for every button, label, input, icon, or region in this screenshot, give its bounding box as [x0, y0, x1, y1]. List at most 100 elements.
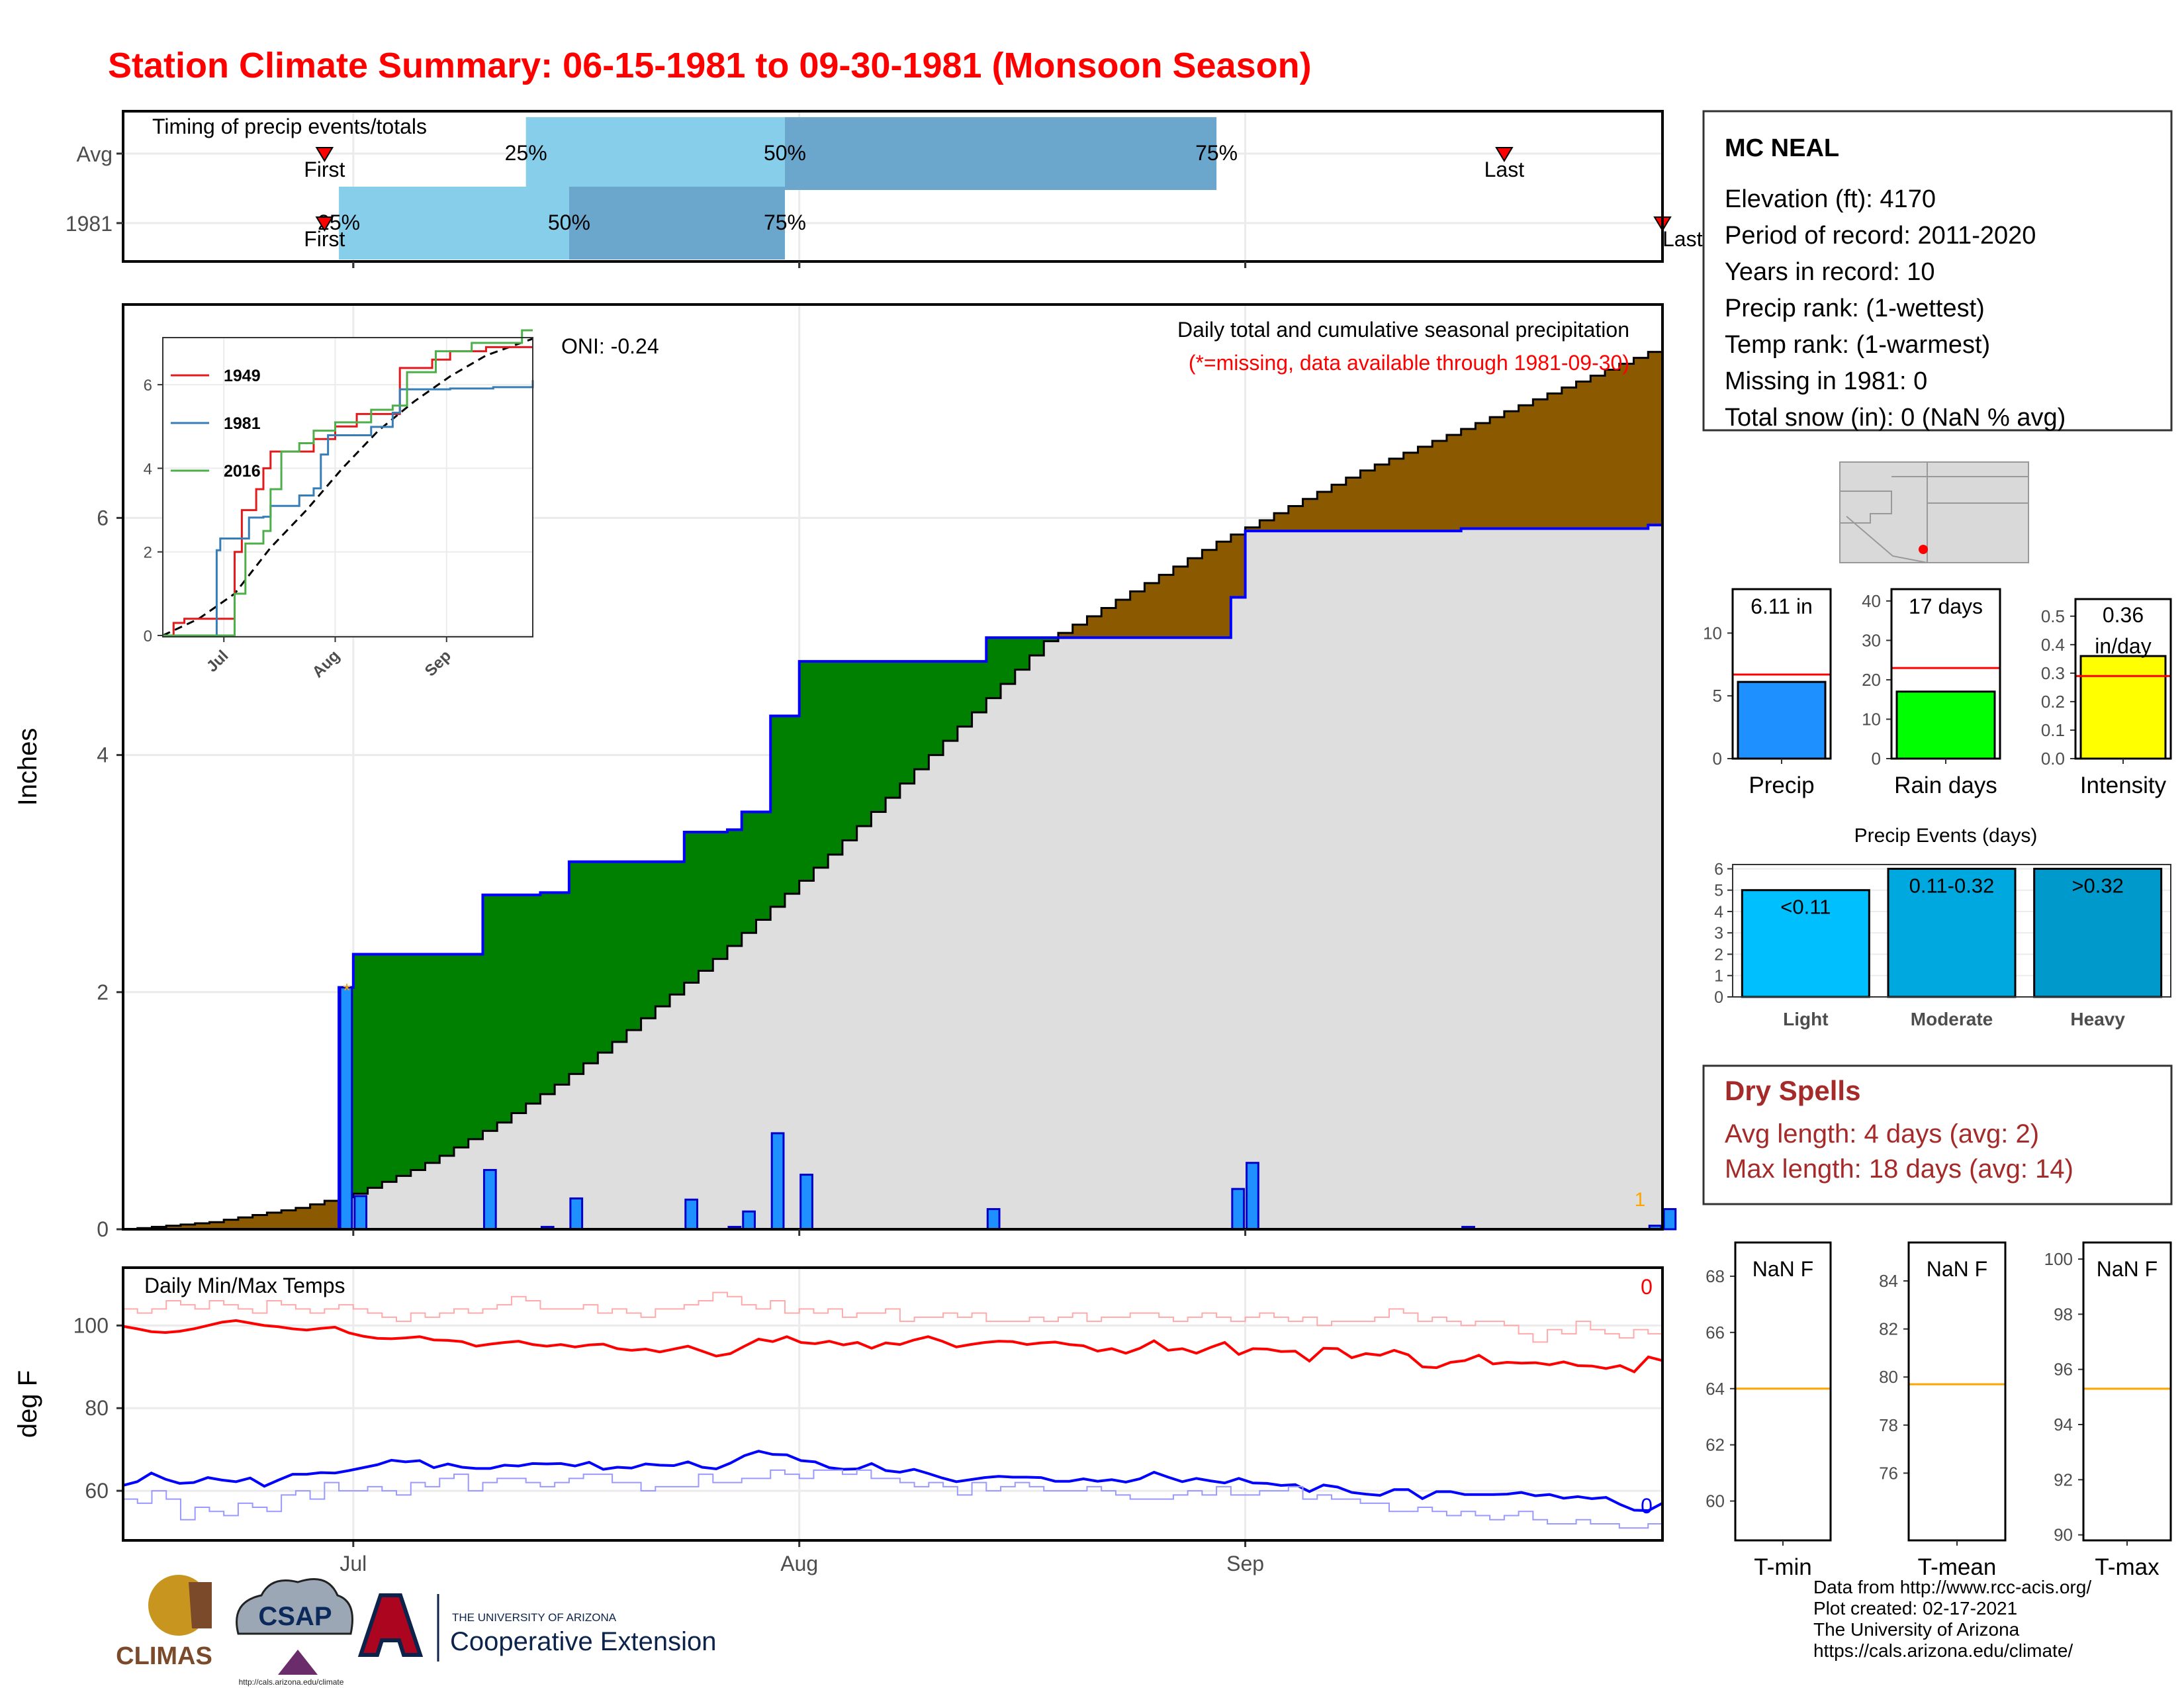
below-avg-area: [1590, 375, 1606, 529]
cumulative-area: [1202, 637, 1217, 1229]
map-borders: [1846, 516, 1928, 563]
cumulative-area: [713, 959, 728, 1229]
rain_days-value-label: 17 days: [1909, 594, 1983, 618]
timing-p50-label: 50%: [548, 211, 590, 234]
below-avg-area: [1446, 435, 1462, 532]
cumulative-area: [756, 919, 771, 1229]
timing-p75-label: 75%: [764, 211, 806, 234]
t_mean-y-tick-label: 80: [1879, 1367, 1898, 1387]
cumulative-area: [914, 769, 929, 1229]
dry-spells-title: Dry Spells: [1725, 1075, 1860, 1106]
below-avg-area: [1245, 527, 1260, 532]
max-precip-marker: *: [343, 980, 351, 1002]
below-avg-area: [267, 1212, 282, 1229]
cumulative-area: [1619, 528, 1635, 1229]
below-avg-area: [1259, 520, 1275, 532]
cumulative-area: [784, 894, 800, 1229]
cumulative-area: [1187, 637, 1203, 1229]
timing-bar-upper: [784, 117, 1217, 190]
cumulative-area: [1633, 528, 1649, 1229]
above-avg-area: [583, 861, 598, 1064]
t_max-background: [2083, 1243, 2171, 1540]
credit-line: Data from http://www.rcc-acis.org/: [1813, 1577, 2092, 1597]
station-info-line: Missing in 1981: 0: [1725, 367, 1927, 395]
cumulative-area: [641, 1018, 656, 1229]
cumulative-area: [1058, 637, 1073, 1229]
timing-frame: [122, 110, 1664, 263]
precip_total-bar: [1737, 680, 1827, 760]
cumulative-area: [1590, 528, 1606, 1229]
rain_days-y-tick-label: 20: [1862, 670, 1881, 690]
cumulative-area: [957, 726, 973, 1229]
below-avg-area: [1187, 558, 1203, 638]
map-borders: [1840, 462, 2028, 563]
events-bar-label: <0.11: [1780, 896, 1831, 919]
above-avg-area: [612, 861, 627, 1043]
t_max-y-tick-label: 94: [2054, 1415, 2073, 1434]
ua-logo-text: Cooperative Extension: [450, 1627, 716, 1656]
cumulative-area: [1087, 637, 1102, 1229]
daily-precip-bar: [799, 1174, 813, 1231]
temp-observed-line: [122, 1319, 1663, 1374]
above-avg-area: [972, 661, 987, 713]
above-avg-area: [929, 661, 944, 755]
below-avg-area: [1418, 446, 1433, 532]
station-info-line: Elevation (ft): 4170: [1725, 185, 1936, 213]
rain_days-y-tick-label: 30: [1862, 630, 1881, 650]
daily-precip-bar: [684, 1198, 699, 1231]
t_min-x-label: T-min: [1754, 1554, 1812, 1580]
inset-legend-label: 1949: [224, 367, 261, 385]
cumulative-area: [741, 933, 757, 1229]
climas-logo-text: CLIMAS: [116, 1642, 212, 1670]
above-avg-area: [540, 892, 555, 1094]
temp-chart-title: Daily Min/Max Temps: [144, 1274, 345, 1297]
t_min-background: [1735, 1243, 1831, 1540]
t_mean-y-tick-label: 84: [1879, 1271, 1898, 1291]
t_mean-y-tick-label: 82: [1879, 1319, 1898, 1339]
csap-url: http://cals.arizona.edu/climate: [239, 1677, 344, 1687]
above-avg-area: [525, 894, 541, 1104]
t_min-y-tick-label: 60: [1706, 1491, 1725, 1511]
below-avg-area: [1561, 387, 1577, 529]
above-avg-area: [670, 861, 685, 995]
precip-y-tick-label: 4: [97, 743, 109, 767]
cumulative-area: [1490, 528, 1505, 1229]
events-y-tick-label: 0: [1714, 988, 1723, 1007]
tmin-missing-label: 0: [1641, 1494, 1653, 1518]
timing-last-label: Last: [1484, 158, 1525, 181]
logos: CLIMAS CSAP http://cals.arizona.edu/climat…: [116, 1575, 716, 1687]
credit-line: The University of Arizona: [1813, 1619, 2020, 1640]
daily-precip-bar: [1231, 1188, 1246, 1231]
cumulative-area: [1173, 637, 1189, 1229]
t_max-y-tick-label: 96: [2054, 1360, 2073, 1380]
cumulative-area: [410, 1170, 426, 1229]
precip-frame: [122, 303, 1664, 1231]
timing-bar-upper: [569, 187, 785, 259]
above-avg-area: [641, 861, 656, 1019]
cumulative-area: [497, 1122, 512, 1229]
cumulative-area: [842, 840, 858, 1229]
t_min-y-tick-label: 68: [1706, 1266, 1725, 1286]
events-y-tick-label: 6: [1714, 860, 1723, 878]
above-avg-area: [626, 861, 642, 1031]
below-avg-area: [310, 1204, 325, 1229]
temp-y-tick-label: 80: [85, 1396, 109, 1420]
temp-y-tick-label: 60: [85, 1479, 109, 1503]
above-avg-area: [439, 954, 455, 1156]
daily-precip-bar: [1662, 1208, 1677, 1231]
cumulative-area: [698, 970, 713, 1229]
inset-y-tick-label: 0: [144, 628, 152, 645]
intensity-value-label: 0.36: [2103, 603, 2144, 627]
cumulative-area: [929, 755, 944, 1229]
ua-logo-text: THE UNIVERSITY OF ARIZONA: [452, 1611, 617, 1624]
station-info-box: [1702, 110, 2173, 432]
above-avg-area: [727, 829, 743, 946]
intensity-x-label: Intensity: [2080, 773, 2167, 798]
t_max-value-label: NaN F: [2097, 1257, 2158, 1281]
inset-legend-label: 1981: [224, 414, 261, 433]
daily-precip-bar: [482, 1168, 497, 1231]
t_max-y-tick-label: 92: [2054, 1470, 2073, 1489]
timing-bar-lower: [525, 117, 785, 190]
temp-frame: [122, 1266, 1664, 1542]
cumulative-area: [1605, 528, 1620, 1229]
